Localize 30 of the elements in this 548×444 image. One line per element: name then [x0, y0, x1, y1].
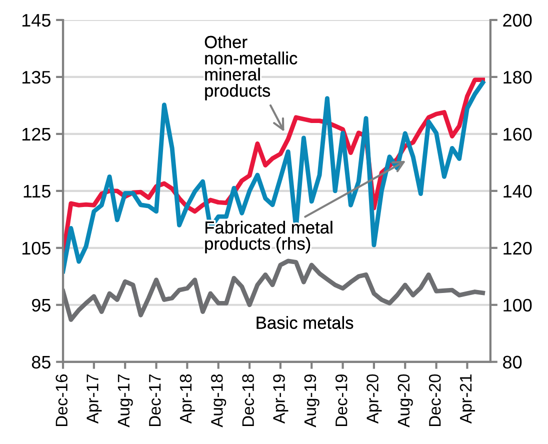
- y2-tick-label: 120: [504, 242, 532, 255]
- x-tick-label: Aug-18: [211, 374, 226, 428]
- x-tick-label: Apr-21: [460, 374, 475, 424]
- y2-tick-label: 200: [503, 14, 532, 27]
- x-tick-label: Dec-20: [428, 374, 441, 426]
- x-tick-label: Aug-20: [398, 374, 413, 428]
- y2-tick-label: 180: [504, 70, 532, 84]
- series-label: Basic metals: [256, 316, 354, 329]
- y-tick-label: 105: [22, 242, 50, 255]
- y2-tick-label: 80: [503, 356, 522, 369]
- y2-tick-label: 100: [504, 298, 532, 312]
- x-tick-label: Apr-17: [86, 374, 102, 424]
- x-tick-label: Dec-16: [56, 374, 68, 426]
- x-tick-label: Apr-19: [273, 374, 288, 424]
- x-tick-label: Aug-19: [304, 374, 320, 428]
- y-tick-label: 125: [22, 128, 50, 141]
- y-tick-label: 145: [22, 14, 50, 27]
- x-tick-label: Apr-18: [180, 374, 195, 424]
- y2-tick-label: 140: [504, 184, 532, 198]
- x-tick-label: Dec-17: [149, 374, 161, 426]
- y-tick-label: 115: [24, 185, 50, 198]
- x-tick-label: Dec-19: [335, 374, 348, 426]
- x-tick-label: Aug-17: [118, 374, 133, 428]
- y-tick-label: 95: [32, 298, 50, 312]
- series-label: Other non-metallic mineral products: [204, 35, 298, 100]
- x-tick-label: Dec-18: [242, 374, 254, 426]
- y-tick-label: 85: [32, 356, 50, 369]
- x-tick-label: Apr-20: [366, 374, 382, 424]
- y2-tick-label: 160: [504, 128, 532, 141]
- y-tick-label: 135: [22, 70, 50, 84]
